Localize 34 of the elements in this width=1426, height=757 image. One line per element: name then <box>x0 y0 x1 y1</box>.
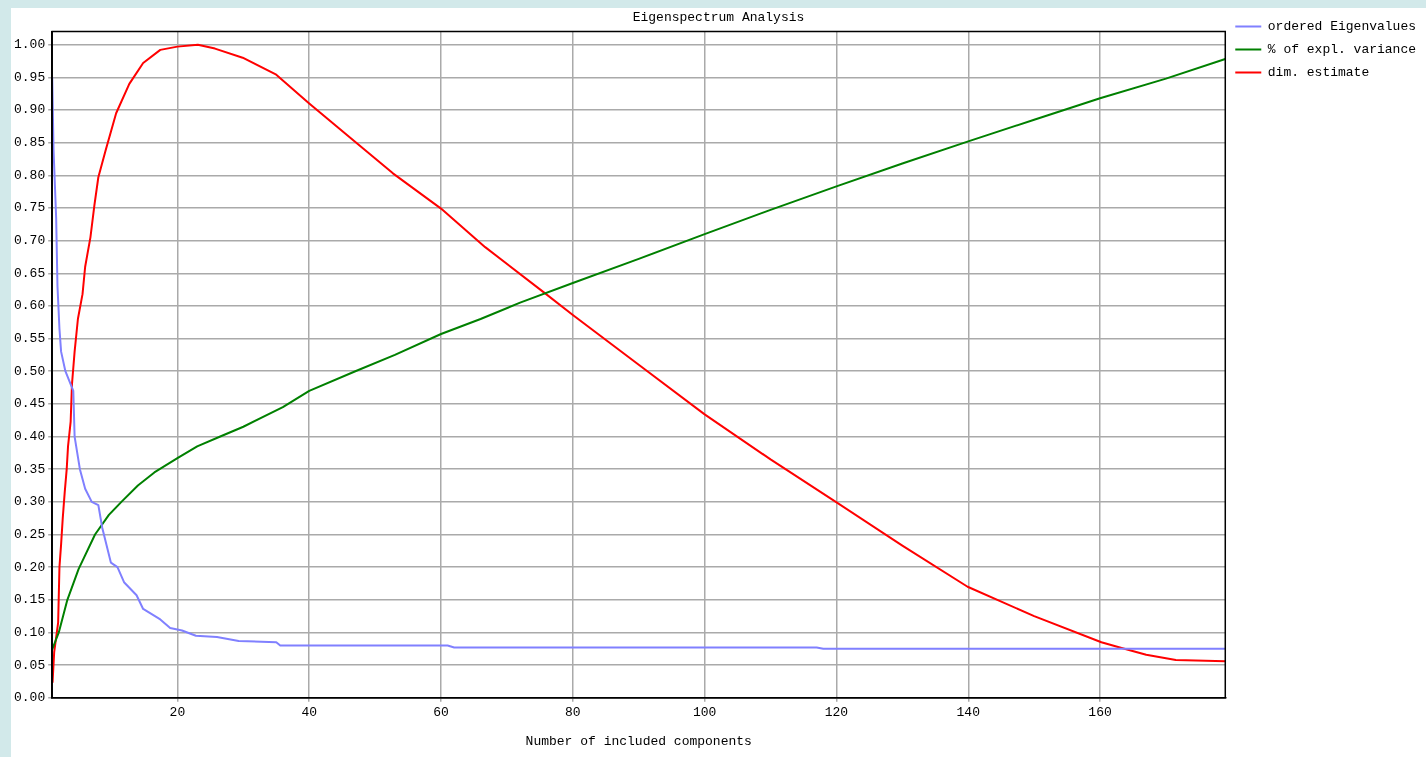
y-tick-label: 0.70 <box>13 233 46 249</box>
legend-label: % of expl. variance <box>1267 41 1417 57</box>
y-tick-label: 0.35 <box>13 461 46 477</box>
x-tick-label: 120 <box>824 705 849 721</box>
legend-label: dim. estimate <box>1267 64 1370 80</box>
x-axis-title: Number of included components <box>525 733 752 749</box>
x-tick-label: 80 <box>565 705 581 721</box>
chart-title: Eigenspectrum Analysis <box>632 10 805 26</box>
x-tick-label: 20 <box>169 705 186 721</box>
x-tick-label: 100 <box>692 705 717 721</box>
y-tick-label: 0.40 <box>13 428 46 444</box>
y-tick-label: 0.95 <box>13 69 46 85</box>
y-tick-label: 0.75 <box>13 200 46 216</box>
y-tick-label: 0.85 <box>13 135 46 151</box>
y-tick-label: 0.20 <box>13 559 46 575</box>
y-tick-label: 0.60 <box>13 298 46 314</box>
y-tick-label: 1.00 <box>13 37 46 53</box>
y-tick-label: 0.55 <box>13 331 46 347</box>
y-tick-label: 0.25 <box>13 526 46 542</box>
y-tick-label: 0.10 <box>13 624 46 640</box>
y-tick-label: 0.65 <box>13 265 46 281</box>
y-tick-label: 0.00 <box>13 690 46 706</box>
y-tick-label: 0.05 <box>13 657 46 673</box>
y-tick-label: 0.45 <box>13 396 46 412</box>
y-tick-label: 0.90 <box>13 102 46 118</box>
y-tick-label: 0.80 <box>13 167 46 183</box>
x-tick-label: 160 <box>1088 705 1112 721</box>
x-tick-label: 140 <box>956 705 980 721</box>
legend-label: ordered Eigenvalues <box>1267 18 1417 34</box>
y-tick-label: 0.30 <box>13 494 46 510</box>
y-tick-label: 0.50 <box>13 363 46 379</box>
x-tick-label: 60 <box>433 705 449 721</box>
x-tick-label: 40 <box>301 705 318 721</box>
y-tick-label: 0.15 <box>13 592 46 608</box>
